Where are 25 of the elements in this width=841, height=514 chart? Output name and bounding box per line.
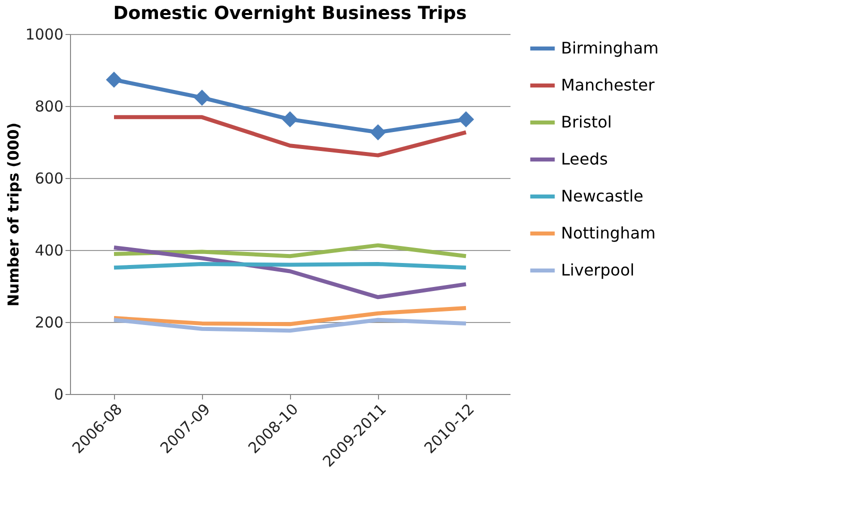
line-series — [112, 306, 468, 326]
point — [370, 124, 386, 140]
legend-label: Bristol — [561, 112, 612, 132]
point — [194, 90, 210, 106]
legend-label: Birmingham — [561, 38, 659, 58]
point — [282, 111, 298, 128]
y-tick-label: 0 — [54, 386, 64, 404]
line-series — [112, 243, 468, 258]
line-series — [112, 115, 468, 158]
y-tick-label: 1000 — [25, 26, 64, 44]
y-tick-label: 400 — [34, 242, 64, 260]
point — [106, 72, 122, 88]
y-tick-label: 600 — [34, 170, 64, 188]
chart-title: Domestic Overnight Business Trips — [113, 3, 467, 24]
legend-label: Newcastle — [561, 186, 644, 206]
point — [458, 111, 474, 128]
legend-label: Leeds — [561, 150, 608, 168]
y-tick-label: 200 — [34, 314, 64, 332]
legend-label: Manchester — [561, 76, 655, 94]
legend-label: Nottingham — [561, 224, 656, 242]
y-axis-title: Number of trips (000) — [4, 122, 22, 307]
y-tick-label: 800 — [34, 98, 64, 116]
legend-label: Liverpool — [561, 260, 634, 280]
line-series — [112, 318, 468, 333]
line-series — [112, 245, 468, 300]
